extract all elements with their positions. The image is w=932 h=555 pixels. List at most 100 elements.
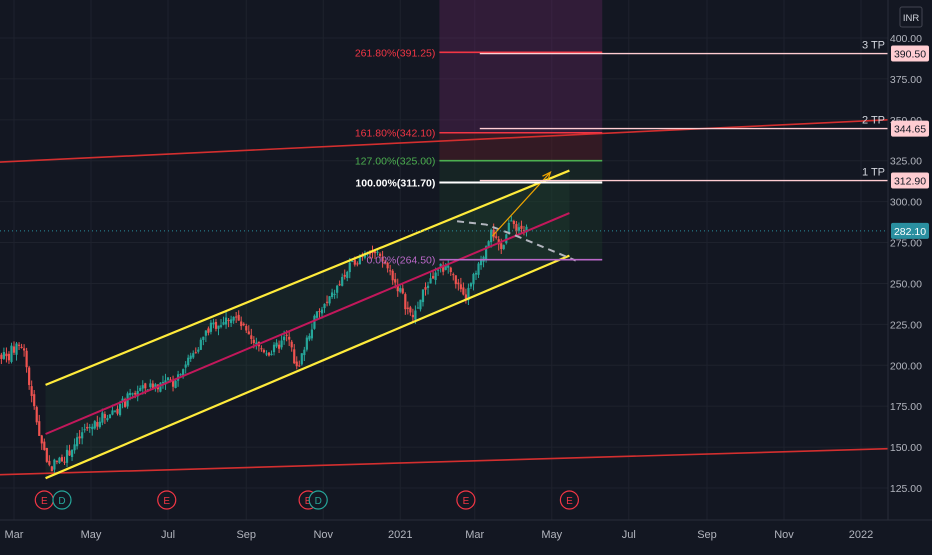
- candle-body: [288, 336, 291, 340]
- candle-body: [472, 274, 475, 285]
- candle-body: [431, 276, 435, 279]
- candle-body: [419, 299, 422, 310]
- candle-body: [457, 282, 460, 285]
- channel-mid-line[interactable]: [45, 212, 570, 435]
- candle-body: [214, 321, 218, 329]
- candle-body: [192, 353, 195, 358]
- candle-body: [328, 296, 331, 304]
- dividend-event-icon[interactable]: [308, 490, 328, 510]
- price-axis: [888, 0, 932, 550]
- candle-body: [295, 361, 298, 367]
- candle-body: [20, 346, 23, 348]
- candle-body: [139, 387, 142, 391]
- channel-upper-line[interactable]: [45, 169, 570, 386]
- candle-body: [187, 357, 190, 366]
- candle-body: [351, 261, 354, 263]
- last-price-badge: [891, 222, 929, 239]
- candle-body: [174, 380, 177, 388]
- earnings-event-icon[interactable]: [559, 490, 580, 510]
- candle-body: [404, 294, 407, 310]
- candle-body: [381, 256, 384, 262]
- candle-body: [525, 226, 528, 233]
- x-tick-label: Nov: [313, 529, 333, 541]
- x-tick-label: 2021: [388, 529, 412, 541]
- candle-body: [368, 253, 372, 255]
- target-price-badge: [891, 120, 929, 137]
- currency-box[interactable]: [899, 6, 923, 28]
- candle-body: [252, 339, 255, 344]
- candle-body: [389, 270, 392, 272]
- candle-body: [101, 412, 104, 423]
- candle-body: [154, 384, 157, 388]
- y-tick-label: 200.00: [890, 360, 922, 372]
- event-marker-label: E: [566, 496, 573, 507]
- candle-body: [275, 342, 278, 347]
- x-tick-label: Nov: [774, 529, 794, 541]
- earnings-event-icon[interactable]: [456, 490, 476, 510]
- candle-body: [520, 225, 523, 229]
- candle-body: [277, 344, 281, 349]
- x-tick-label: Sep: [697, 529, 717, 541]
- channel-lower-line[interactable]: [45, 254, 570, 480]
- candle-body: [204, 330, 207, 336]
- candle-body: [406, 307, 409, 309]
- candle-body: [467, 287, 470, 301]
- candle-body: [270, 353, 273, 356]
- candle-body: [341, 276, 344, 286]
- x-tick-label: Mar: [465, 529, 484, 541]
- support-line-upper[interactable]: [0, 119, 889, 163]
- y-tick-label: 325.00: [890, 156, 922, 168]
- candle-body: [35, 407, 38, 423]
- event-marker-label: E: [163, 496, 170, 507]
- target-price-value: 390.50: [894, 49, 926, 61]
- candle-body: [197, 349, 200, 352]
- candle-body: [303, 349, 306, 356]
- candle-body: [346, 271, 349, 278]
- candle-body: [121, 398, 124, 403]
- candle-body: [96, 422, 99, 427]
- candle-body: [189, 355, 192, 359]
- candle-body: [391, 270, 394, 281]
- candle-body: [227, 319, 230, 321]
- fib-level-label: 127.00%(325.00): [355, 156, 436, 168]
- candle-body: [169, 379, 172, 381]
- earnings-event-icon[interactable]: [157, 490, 177, 510]
- candle-body: [517, 227, 521, 231]
- candle-body: [348, 262, 351, 273]
- candle-body: [490, 229, 493, 243]
- candle-body: [230, 319, 233, 323]
- candle-body: [298, 365, 301, 367]
- candle-body: [48, 460, 51, 465]
- candle-body: [25, 350, 28, 368]
- candle-body: [50, 466, 53, 472]
- candle-body: [182, 369, 185, 377]
- candle-body: [502, 245, 505, 249]
- candle-body: [68, 450, 71, 456]
- candle-body: [250, 335, 253, 340]
- candle-body: [371, 252, 374, 254]
- candle-body: [179, 374, 182, 376]
- candle-body: [166, 377, 170, 380]
- candle-body: [5, 353, 8, 357]
- last-price-value: 282.10: [894, 226, 926, 238]
- support-line-lower[interactable]: [0, 447, 889, 476]
- x-tick-label: May: [541, 529, 562, 541]
- candle-body: [131, 393, 134, 395]
- candle-body: [318, 311, 321, 313]
- candle-body: [464, 294, 468, 299]
- candle-body: [242, 323, 245, 326]
- candle-body: [424, 287, 427, 290]
- candle-body: [401, 288, 404, 294]
- candle-body: [212, 322, 215, 325]
- candle-body: [414, 310, 417, 320]
- candle-body: [310, 329, 314, 339]
- dividend-event-icon[interactable]: [52, 490, 72, 510]
- candle-body: [98, 421, 101, 428]
- candle-body: [452, 274, 455, 276]
- candle-body: [394, 279, 397, 283]
- y-tick-label: 400.00: [890, 33, 922, 45]
- candle-body: [10, 345, 13, 362]
- candle-body: [434, 272, 437, 281]
